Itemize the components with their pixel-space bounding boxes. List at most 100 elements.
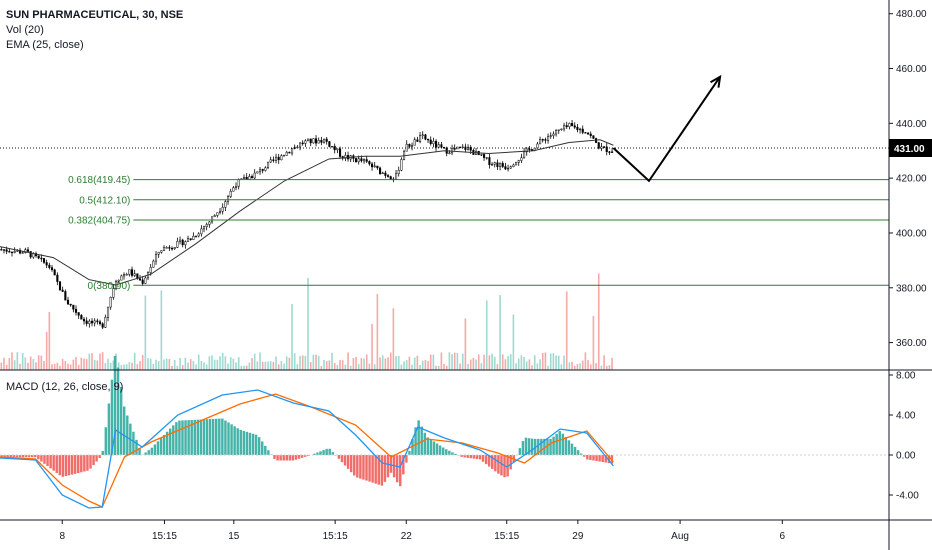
volume-bar <box>480 363 483 370</box>
volume-bar <box>240 365 243 370</box>
candle-body <box>555 130 558 135</box>
volume-bar <box>229 357 232 370</box>
macd-tick-label: -4.00 <box>896 491 919 502</box>
candle-body <box>24 249 27 253</box>
candle-body <box>384 172 387 176</box>
ema-line <box>0 139 614 286</box>
macd-histogram-bar <box>150 447 154 455</box>
macd-histogram-bar <box>601 455 604 463</box>
volume-bar <box>325 361 328 370</box>
volume-bar <box>197 354 200 370</box>
candle-body <box>603 146 606 148</box>
volume-bar <box>563 355 565 370</box>
candle-body <box>365 159 368 162</box>
macd-histogram-bar <box>475 455 479 460</box>
candle-body <box>162 247 166 251</box>
candle-body <box>232 187 235 192</box>
volume-bar <box>272 361 275 370</box>
volume-bar <box>483 354 485 370</box>
volume-bar <box>288 357 291 370</box>
macd-histogram-bar <box>371 455 374 483</box>
candle-body <box>485 157 488 159</box>
volume-bar <box>360 358 363 370</box>
volume-bar <box>5 364 8 370</box>
macd-histogram-bar <box>49 455 52 469</box>
fib-level-label: 0.5(412.10) <box>79 195 130 206</box>
macd-indicator-label: MACD (12, 26, close, 9) <box>6 381 124 393</box>
macd-histogram-bar <box>242 430 246 455</box>
candle-body <box>496 162 499 167</box>
volume-bar <box>381 355 384 370</box>
candle-body <box>186 238 190 242</box>
last-price-badge <box>889 139 932 157</box>
volume-bar <box>40 355 43 370</box>
macd-histogram-bar <box>411 439 414 455</box>
volume-bar <box>96 360 99 370</box>
volume-bar <box>27 362 29 370</box>
volume-bar <box>555 355 557 370</box>
candle-body <box>541 139 544 141</box>
volume-bar <box>291 304 293 370</box>
candle-body <box>333 145 336 151</box>
volume-bar <box>80 357 83 370</box>
candle-body <box>469 147 472 151</box>
macd-histogram-bar <box>368 455 371 482</box>
candle-body <box>584 132 587 134</box>
macd-histogram-bar <box>95 455 98 462</box>
macd-histogram-bar <box>190 419 193 455</box>
candle-body <box>200 228 203 235</box>
candle-body <box>90 320 94 324</box>
candle-body <box>85 320 88 324</box>
volume-bar <box>424 360 427 370</box>
candle-body <box>389 176 392 180</box>
candle-body <box>304 140 307 144</box>
candle-body <box>560 128 563 131</box>
volume-bar <box>445 365 448 370</box>
candle-body <box>208 221 211 225</box>
candle-body <box>568 123 571 127</box>
macd-histogram-bar <box>181 420 184 455</box>
candle-body <box>565 125 568 127</box>
candle-body <box>250 176 254 179</box>
volume-bar <box>531 365 533 370</box>
candle-body <box>512 164 515 167</box>
macd-histogram-bar <box>236 428 239 455</box>
candle-body <box>306 138 310 142</box>
volume-bar <box>525 361 528 370</box>
volume-bar <box>195 364 197 370</box>
macd-pane[interactable] <box>0 355 889 509</box>
volume-bar <box>21 353 24 370</box>
candle-body <box>50 267 54 271</box>
candle-body <box>56 274 59 282</box>
macd-histogram-bar <box>245 431 249 455</box>
candle-body <box>360 158 363 162</box>
macd-histogram-bar <box>52 455 55 471</box>
macd-histogram-bar <box>527 438 531 455</box>
macd-histogram-bar <box>147 450 150 455</box>
volume-bar <box>432 354 435 370</box>
volume-bar <box>11 352 13 370</box>
macd-histogram-bar <box>239 429 242 455</box>
volume-bar <box>493 356 496 370</box>
volume-bar <box>587 360 589 370</box>
macd-histogram-bar <box>386 455 390 478</box>
volume-bar <box>528 359 531 370</box>
price-pane[interactable]: 0.618(419.45) 0.5(412.10) 0.382(404.75) 0(3… <box>0 74 889 370</box>
volume-bar <box>179 358 181 370</box>
macd-histogram-bar <box>251 433 255 455</box>
macd-histogram-bar <box>215 418 218 455</box>
candle-body <box>40 257 43 260</box>
candle-body <box>416 139 419 142</box>
candle-body <box>370 163 374 168</box>
macd-histogram-bar <box>552 436 555 455</box>
volume-bar <box>389 352 392 370</box>
candle-body <box>373 165 376 168</box>
volume-bar <box>496 364 499 370</box>
candle-body <box>298 142 302 148</box>
volume-bar <box>171 365 173 370</box>
macd-histogram-bar <box>282 455 285 461</box>
candle-body <box>386 175 390 177</box>
volume-bar <box>88 353 91 370</box>
volume-bar <box>235 362 237 370</box>
